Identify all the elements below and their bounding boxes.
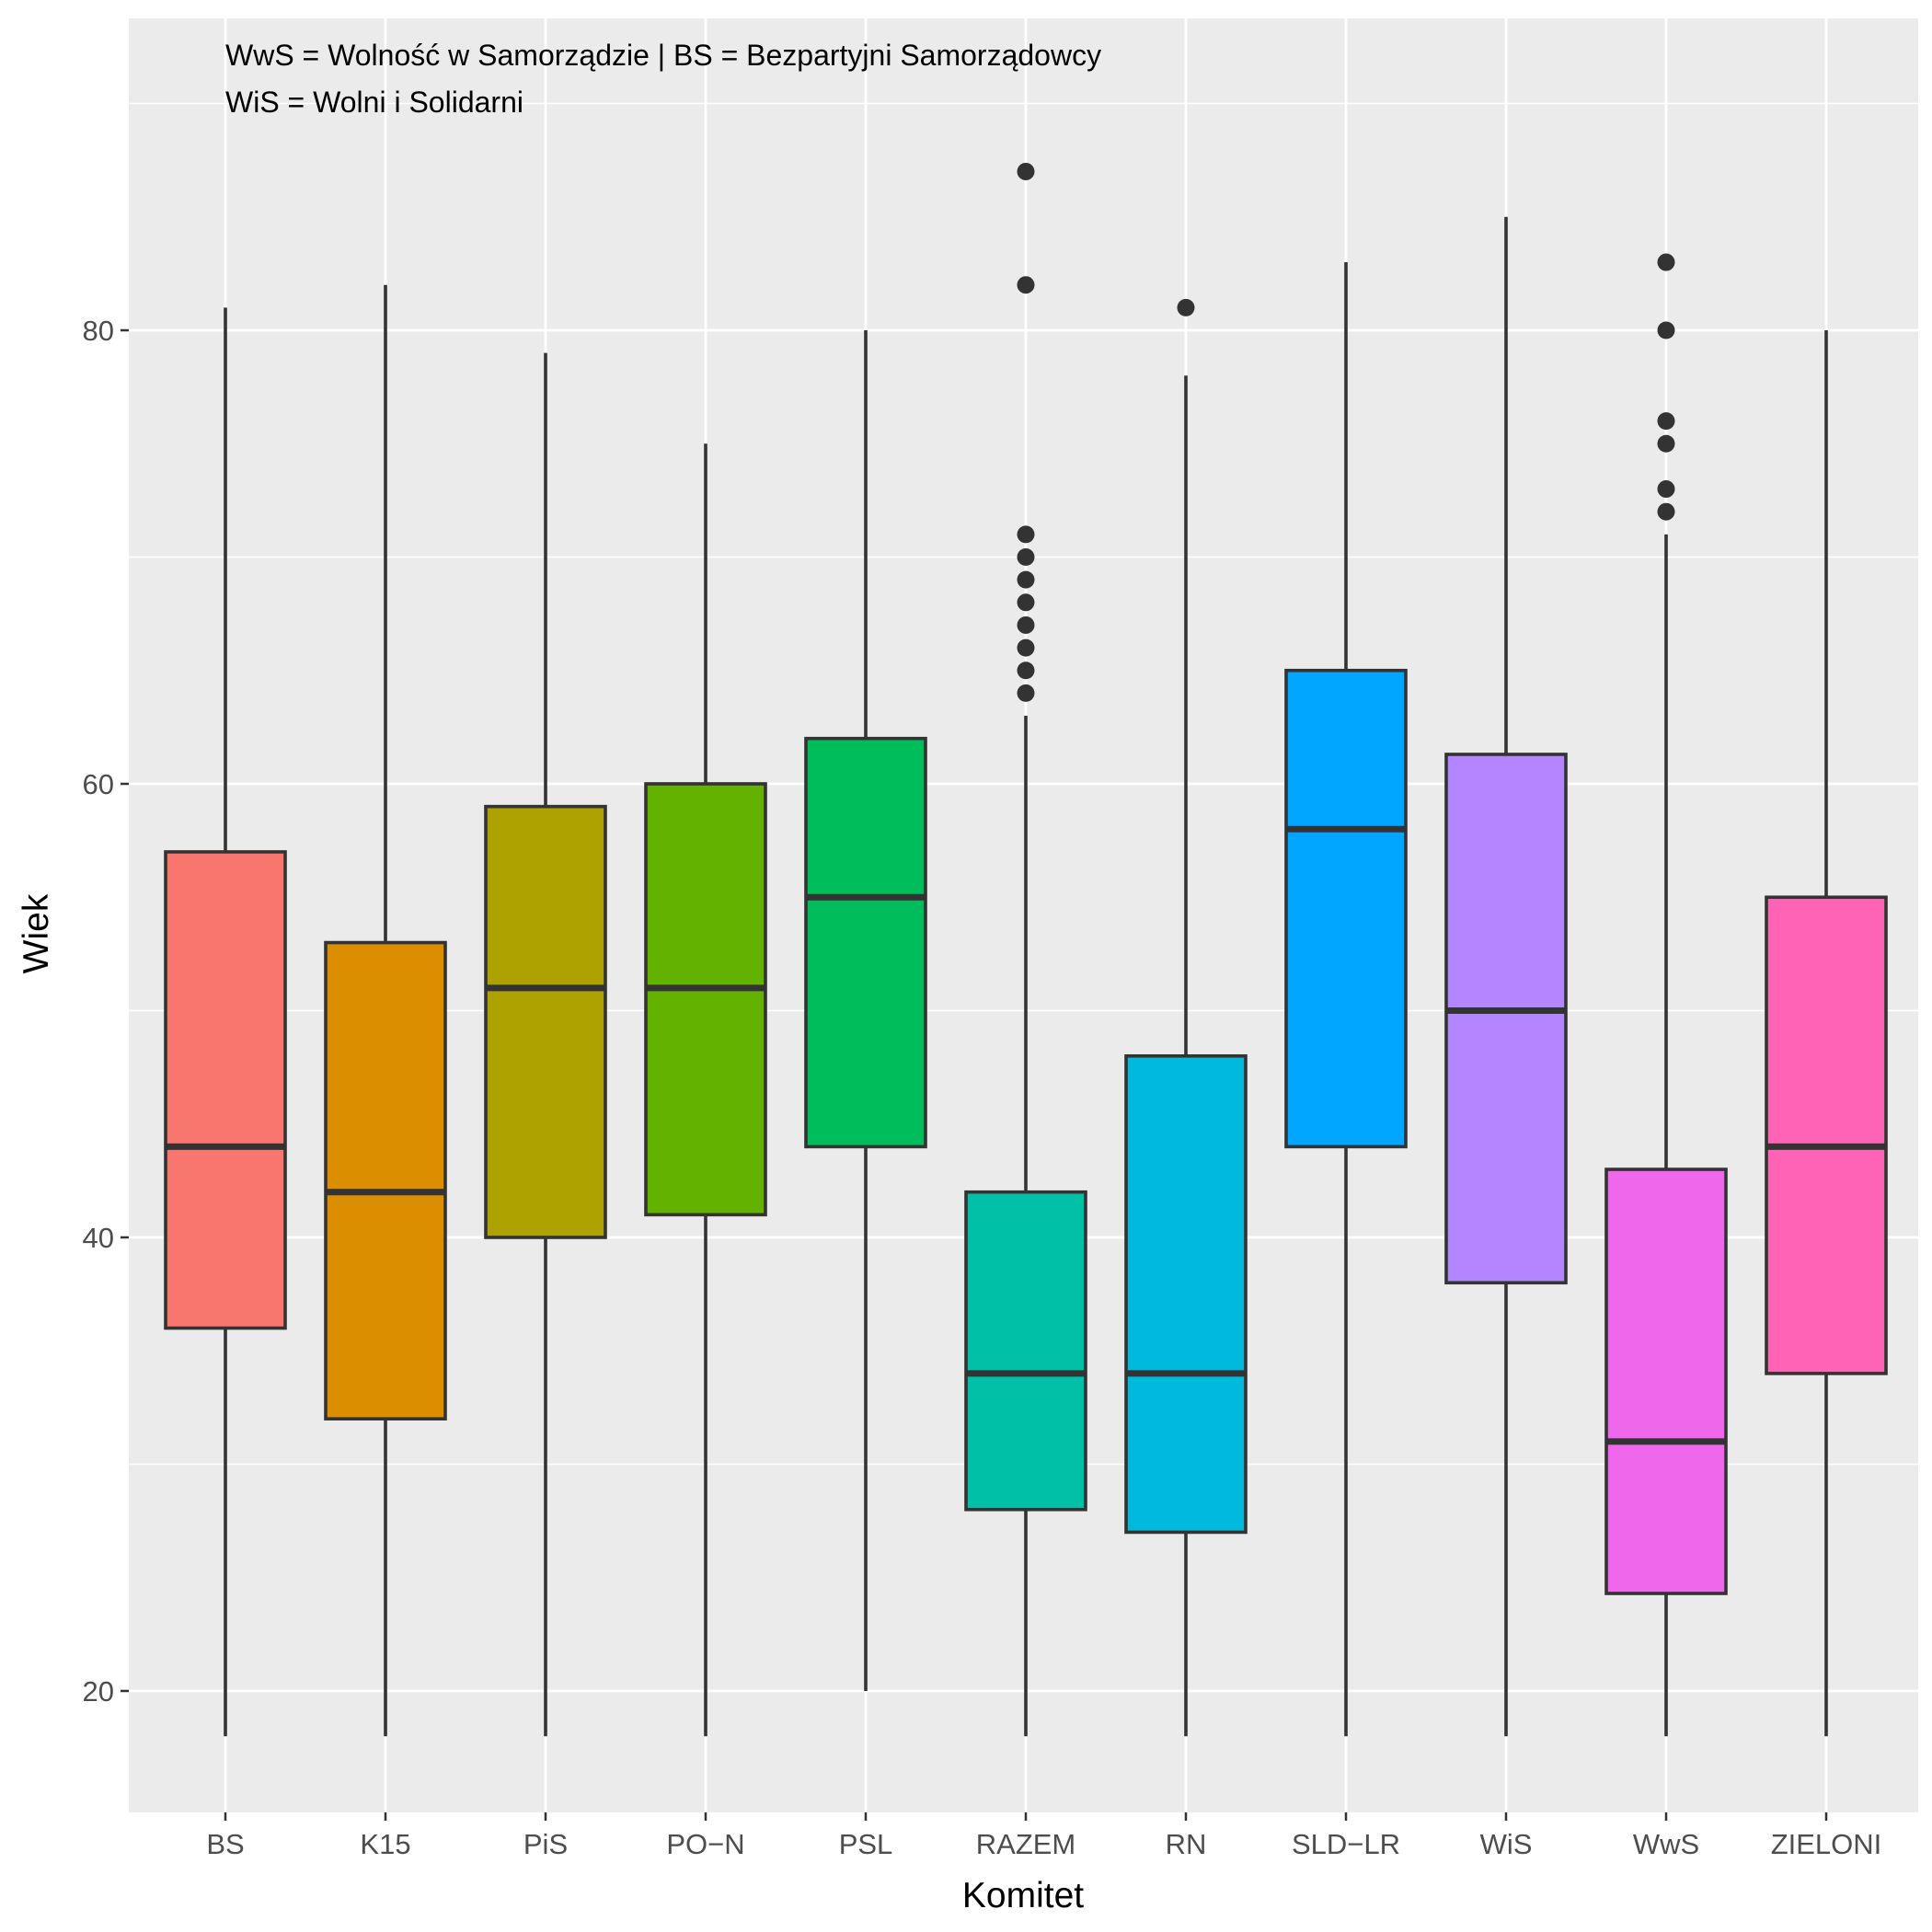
annotation-line-1: WwS = Wolność w Samorządzie | BS = Bezpa… (225, 39, 1101, 72)
x-axis-ticks: BS K15 PiS PO−N PSL RAZEM RN SLD−LR WiS WwS ZIELON… (206, 1812, 1881, 1860)
outlier-point (1177, 298, 1195, 316)
y-axis-ticks: 20 40 60 80 (83, 315, 129, 1708)
box-iqr (1124, 1054, 1248, 1535)
outlier-point (1017, 638, 1035, 657)
box-iqr (324, 940, 447, 1421)
x-tick-label: RN (1166, 1828, 1207, 1860)
outlier-point (1017, 661, 1035, 680)
outlier-point (1017, 593, 1035, 612)
box-pis (484, 352, 607, 1737)
x-tick-label: SLD−LR (1292, 1828, 1400, 1860)
box-wis (1444, 216, 1568, 1737)
y-tick-label: 20 (83, 1675, 114, 1708)
x-tick-label: PO−N (666, 1828, 744, 1860)
box-iqr (1284, 668, 1408, 1149)
outlier-point (1657, 434, 1675, 453)
x-tick-label: ZIELONI (1771, 1828, 1882, 1860)
box-iqr (1604, 1167, 1728, 1595)
x-tick-label: PSL (839, 1828, 893, 1860)
outlier-point (1017, 615, 1035, 634)
x-axis-title: Komitet (962, 1876, 1084, 1915)
box-bs (164, 307, 287, 1737)
box-po-n (644, 443, 767, 1737)
y-tick-label: 60 (83, 768, 114, 800)
outlier-point (1017, 525, 1035, 544)
annotation-line-2: WiS = Wolni i Solidarni (225, 86, 523, 119)
outlier-point (1017, 548, 1035, 566)
outlier-point (1657, 412, 1675, 431)
box-iqr (1444, 753, 1568, 1285)
outlier-point (1657, 321, 1675, 339)
y-tick-label: 80 (83, 315, 114, 347)
outlier-point (1017, 570, 1035, 589)
box-wws (1604, 253, 1728, 1737)
box-razem (964, 162, 1087, 1737)
outlier-point (1017, 684, 1035, 702)
box-iqr (484, 804, 607, 1239)
y-tick-label: 40 (83, 1222, 114, 1254)
boxes (164, 162, 1888, 1737)
x-tick-label: WiS (1480, 1828, 1533, 1860)
outlier-point (1657, 502, 1675, 521)
x-tick-label: RAZEM (976, 1828, 1076, 1860)
x-tick-label: K15 (360, 1828, 410, 1860)
box-zieloni (1765, 330, 1888, 1737)
x-tick-label: BS (206, 1828, 244, 1860)
outlier-point (1017, 162, 1035, 180)
box-rn (1124, 298, 1248, 1737)
box-iqr (804, 736, 927, 1149)
x-tick-label: PiS (523, 1828, 568, 1860)
box-iqr (164, 850, 287, 1330)
box-iqr (964, 1190, 1087, 1512)
box-iqr (1765, 895, 1888, 1375)
box-psl (804, 330, 927, 1691)
box-k15 (324, 284, 447, 1737)
outlier-point (1657, 480, 1675, 499)
y-axis-title: Wiek (17, 893, 56, 973)
outlier-point (1657, 253, 1675, 271)
box-sld-lr (1284, 262, 1408, 1737)
box-iqr (644, 782, 767, 1217)
x-tick-label: WwS (1633, 1828, 1699, 1860)
outlier-point (1017, 276, 1035, 294)
